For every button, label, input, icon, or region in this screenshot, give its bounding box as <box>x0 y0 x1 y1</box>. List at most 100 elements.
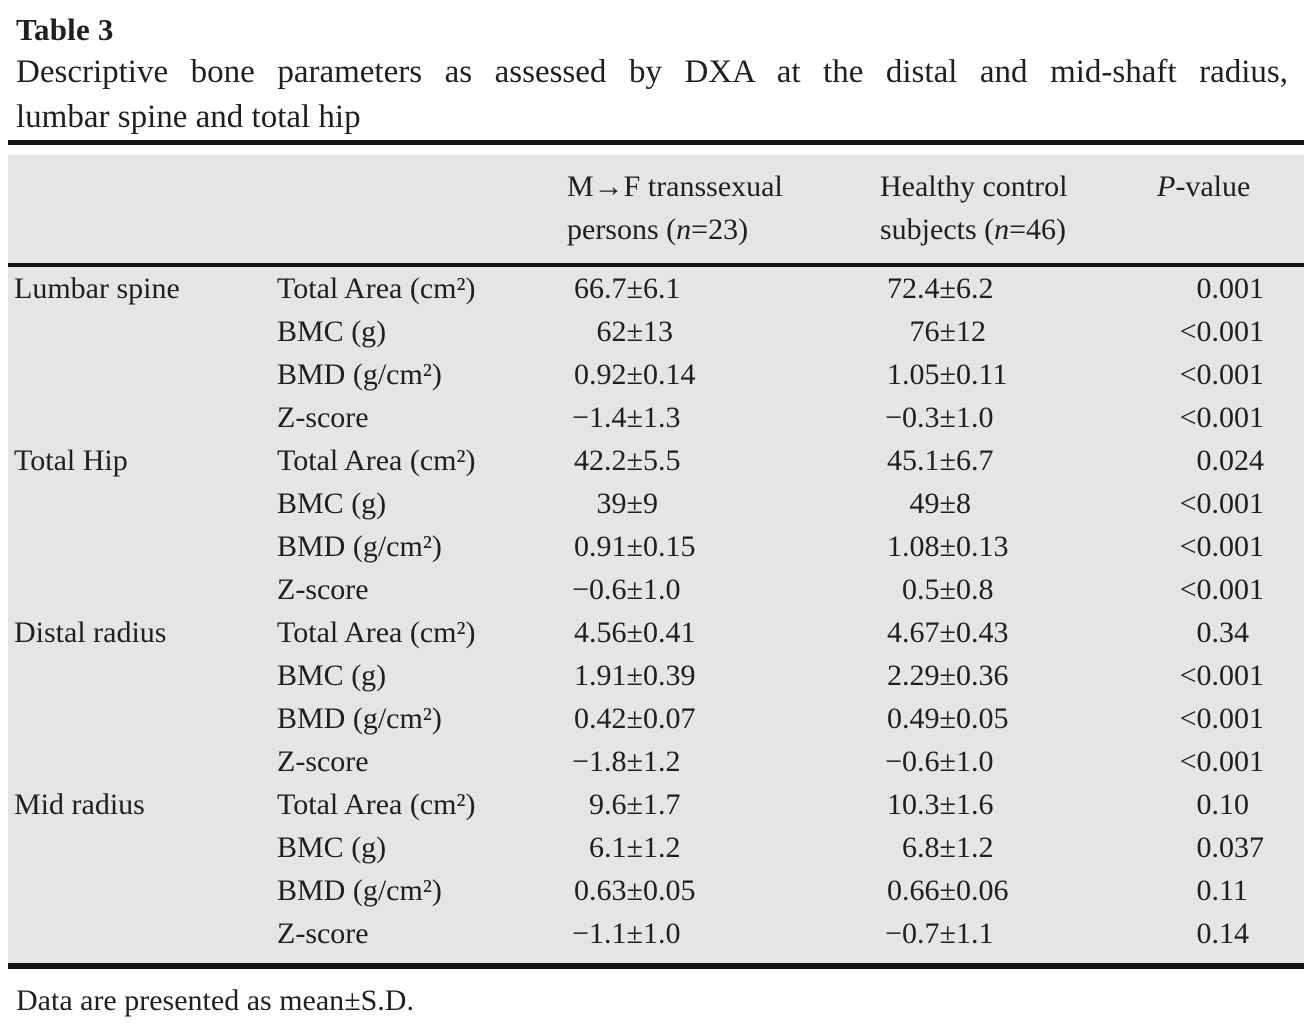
table-row: BMC (g) 62±13 76±12 <0.001 <box>8 310 1304 353</box>
table-row: BMC (g) 1.91±0.39 2.29±0.36 <0.001 <box>8 654 1304 697</box>
mf-value-cell: 9.6±1.7 <box>567 783 880 826</box>
p-value-cell-right: 14 <box>1219 917 1249 950</box>
p-value-cell-right: 001 <box>1219 702 1264 735</box>
p-value-cell: <0.001 <box>1157 353 1304 396</box>
data-table: M→F transsexual persons (n=23) Healthy c… <box>8 155 1304 963</box>
hc-value-cell: 72.4±6.2 <box>880 267 1157 310</box>
group-cell: Mid radius <box>14 788 145 821</box>
mf-value-cell-left: −1.8± <box>572 745 643 778</box>
p-value-cell-right: 001 <box>1219 358 1264 391</box>
mf-value-cell: 0.92±0.14 <box>567 353 880 396</box>
p-value-cell: <0.001 <box>1157 568 1304 611</box>
hc-value-cell: 45.1±6.7 <box>880 439 1157 482</box>
p-value-cell-left: 0. <box>1196 616 1220 649</box>
mf-value-cell-left: 0.92± <box>574 358 643 391</box>
hc-value-cell: −0.3±1.0 <box>880 396 1157 439</box>
mf-value-cell-left: −1.1± <box>572 917 643 950</box>
p-value-cell-right: 001 <box>1219 573 1264 606</box>
mf-value-cell: −0.6±1.0 <box>567 568 880 611</box>
p-value-cell: <0.001 <box>1157 525 1304 568</box>
hc-value-cell: 1.08±0.13 <box>880 525 1157 568</box>
hc-value-cell-left: −0.6± <box>885 745 956 778</box>
hc-value-cell: 0.66±0.06 <box>880 869 1157 912</box>
group-cell: Total Hip <box>14 444 128 477</box>
hc-value-cell-left: 0.66± <box>887 874 956 907</box>
hc-value-cell: 76±12 <box>880 310 1157 353</box>
parameter-cell: BMD (g/cm²) <box>277 874 442 907</box>
hc-value-cell-right: 12 <box>956 315 986 348</box>
parameter-cell: BMC (g) <box>277 487 387 520</box>
group-cell <box>14 654 277 697</box>
table-row: Z-score −0.6±1.0 0.5±0.8 <0.001 <box>8 568 1304 611</box>
mf-value-cell-right: 0.14 <box>643 358 696 391</box>
parameter-cell: BMC (g) <box>277 659 387 692</box>
table-row: BMC (g) 6.1±1.2 6.8±1.2 0.037 <box>8 826 1304 869</box>
group-cell <box>14 912 277 955</box>
mf-value-cell-right: 13 <box>643 315 673 348</box>
p-value-cell-left: <0. <box>1179 659 1219 692</box>
header-row: M→F transsexual persons (n=23) Healthy c… <box>8 165 1304 251</box>
mf-value-cell: 1.91±0.39 <box>567 654 880 697</box>
hc-value-cell-left: −0.3± <box>885 401 956 434</box>
mf-value-cell-right: 1.0 <box>643 917 681 950</box>
parameter-cell: Total Area (cm²) <box>277 444 476 477</box>
table-row: BMD (g/cm²) 0.42±0.07 0.49±0.05 <0.001 <box>8 697 1304 740</box>
hc-value-cell-right: 0.05 <box>956 702 1009 735</box>
p-value-cell-right: 10 <box>1219 788 1249 821</box>
table-description-line2: lumbar spine and total hip <box>16 99 361 135</box>
header-control-column: Healthy control subjects (n=46) <box>880 165 1157 251</box>
table-caption: Table 3 Descriptive bone parameters as a… <box>0 0 1304 140</box>
mf-value-cell: 39±9 <box>567 482 880 525</box>
p-value-cell-right: 11 <box>1219 874 1248 907</box>
mf-value-cell-right: 0.05 <box>643 874 696 907</box>
mf-value-cell-right: 6.1 <box>643 272 681 305</box>
hc-value-cell-right: 1.6 <box>956 788 994 821</box>
mf-value-cell-right: 1.2 <box>643 831 681 864</box>
hc-value-cell: −0.6±1.0 <box>880 740 1157 783</box>
table-header-rule <box>8 263 1304 267</box>
table-row: BMD (g/cm²) 0.92±0.14 1.05±0.11 <0.001 <box>8 353 1304 396</box>
p-value-cell-left: <0. <box>1179 315 1219 348</box>
p-value-cell: <0.001 <box>1157 310 1304 353</box>
table-row: Z-score −1.4±1.3 −0.3±1.0 <0.001 <box>8 396 1304 439</box>
mf-value-cell: 4.56±0.41 <box>567 611 880 654</box>
p-value-cell-right: 001 <box>1219 530 1264 563</box>
p-value-cell-right: 001 <box>1219 745 1264 778</box>
hc-value-cell-right: 1.2 <box>956 831 994 864</box>
mf-value-cell-right: 9 <box>643 487 658 520</box>
table-number: Table 3 <box>16 12 114 47</box>
mf-header-line1: M→F transsexual <box>567 170 783 203</box>
hc-value-cell: 1.05±0.11 <box>880 353 1157 396</box>
mf-value-cell: 42.2±5.5 <box>567 439 880 482</box>
mf-value-cell-right: 0.39 <box>643 659 696 692</box>
control-header-line2: subjects (n=46) <box>880 208 1157 251</box>
hc-value-cell-left: 1.08± <box>887 530 956 563</box>
group-cell: Lumbar spine <box>14 272 180 305</box>
table-top-rule <box>8 140 1304 145</box>
group-cell <box>14 396 277 439</box>
p-value-cell-left: <0. <box>1179 702 1219 735</box>
header-parameter-column <box>277 165 567 251</box>
p-value-cell: <0.001 <box>1157 482 1304 525</box>
hc-value-cell-right: 6.7 <box>956 444 994 477</box>
mf-value-cell: 0.42±0.07 <box>567 697 880 740</box>
control-header-line2-pre: subjects ( <box>880 213 995 246</box>
mf-value-cell-right: 1.2 <box>643 745 681 778</box>
p-value-cell-left: <0. <box>1179 487 1219 520</box>
p-value-cell-right: 037 <box>1219 831 1264 864</box>
mf-value-cell-left: 42.2± <box>574 444 643 477</box>
p-value-cell-left: 0. <box>1196 788 1220 821</box>
parameter-cell: Z-score <box>277 401 369 434</box>
p-value-cell-right: 001 <box>1219 401 1264 434</box>
p-value-cell-left: <0. <box>1179 358 1219 391</box>
table-row: Total Hip Total Area (cm²) 42.2±5.5 45.1±6.… <box>8 439 1304 482</box>
hc-value-cell: 2.29±0.36 <box>880 654 1157 697</box>
hc-value-cell: 10.3±1.6 <box>880 783 1157 826</box>
hc-value-cell-left: 0.5± <box>902 573 956 606</box>
hc-value-cell: 6.8±1.2 <box>880 826 1157 869</box>
header-mf-column: M→F transsexual persons (n=23) <box>567 165 880 251</box>
hc-value-cell-right: 0.11 <box>956 358 1008 391</box>
table-row: Z-score −1.1±1.0 −0.7±1.1 0.14 <box>8 912 1304 955</box>
p-value-cell-left: <0. <box>1179 573 1219 606</box>
table-row: Lumbar spine Total Area (cm²) 66.7±6.1 72.4… <box>8 267 1304 310</box>
